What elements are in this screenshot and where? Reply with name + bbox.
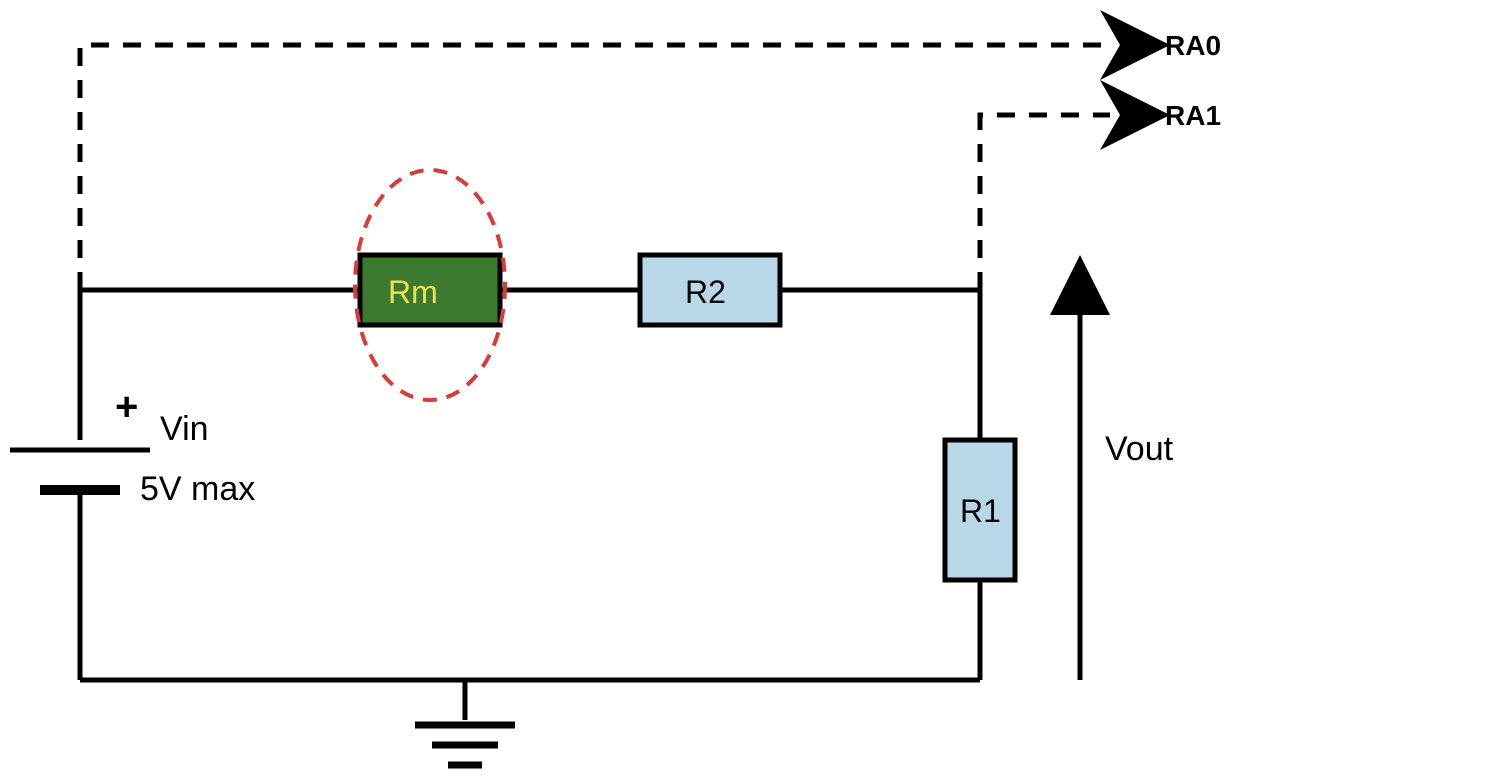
vout-label: Vout (1105, 430, 1174, 468)
circuit-diagram: + Vin 5V max Rm R2 R1 RA0 RA1 Vout (0, 0, 1500, 783)
ra1-label: RA1 (1165, 100, 1221, 131)
vin-max-label: 5V max (140, 470, 255, 508)
vin-label: Vin (160, 410, 209, 448)
resistor-rm-label: Rm (388, 274, 438, 310)
resistor-r2-label: R2 (685, 274, 726, 310)
wire-ra1 (980, 115, 1110, 290)
resistor-r1-label: R1 (960, 493, 1001, 529)
ra0-label: RA0 (1165, 30, 1221, 61)
wire-ra0 (80, 45, 1110, 290)
battery-plus: + (115, 385, 138, 429)
